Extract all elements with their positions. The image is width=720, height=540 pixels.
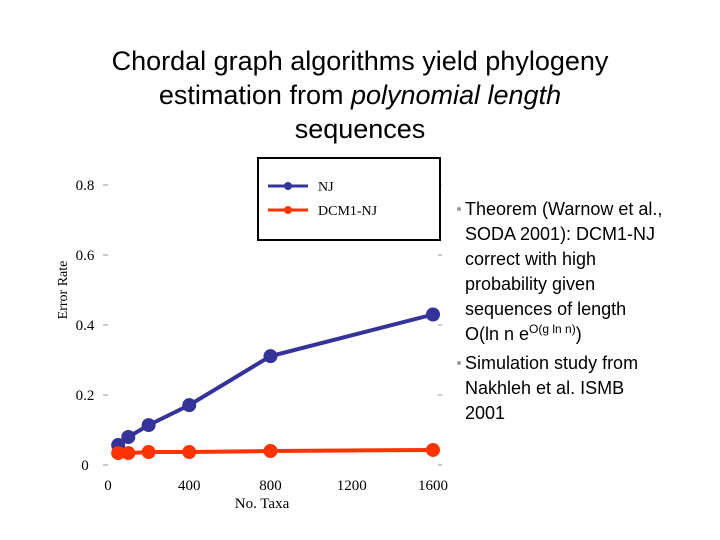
x-tick-label: 400: [178, 478, 201, 494]
x-tick-label: 1600: [418, 478, 448, 494]
bullet-text: Theorem (Warnow et al.,: [465, 199, 662, 219]
legend-label: NJ: [318, 180, 334, 195]
bullet-text: 2001: [465, 403, 505, 423]
title-part: estimation from: [159, 80, 351, 110]
bullet-text: sequences of length: [465, 299, 626, 319]
point: [121, 430, 136, 444]
series-line: [116, 312, 434, 447]
y-axis-label: Error Rate: [56, 261, 71, 320]
y-tick-label: 0.8: [76, 178, 95, 194]
point: [141, 445, 156, 460]
title-italic: polynomial length: [350, 80, 561, 110]
x-axis-label: No. Taxa: [235, 496, 290, 512]
legend-marker: [284, 206, 292, 214]
bullet-text: Simulation study from: [465, 353, 638, 373]
y-tick-label: 0.2: [76, 388, 95, 404]
y-tick-label: 0.6: [76, 248, 95, 264]
formula-base: O(ln n e: [465, 324, 529, 344]
point: [263, 444, 278, 458]
legend-box: [257, 157, 441, 241]
bullet-text: SODA 2001): DCM1-NJ: [465, 224, 655, 244]
y-tick-label: 0: [81, 458, 89, 474]
point: [141, 418, 156, 433]
point: [182, 398, 197, 413]
title-line: sequences: [295, 114, 426, 144]
point: [426, 442, 440, 457]
plot: 0 0.2 0.4 0.6 0.8 0 400 800 1200 1600 No. Taxa Erro…: [56, 157, 448, 512]
bullet-dot: [457, 207, 461, 211]
point: [121, 446, 136, 461]
point: [263, 349, 278, 364]
formula-close: ): [576, 324, 582, 344]
x-tick-label: 800: [259, 478, 282, 494]
point: [111, 446, 126, 461]
bullet-text: Nakhleh et al. ISMB: [465, 378, 624, 398]
y-tick-label: 0.4: [76, 318, 95, 334]
point: [426, 307, 440, 322]
bullet-dot: [457, 361, 461, 365]
point: [182, 445, 197, 460]
bullets: Theorem (Warnow et al., SODA 2001): DCM1-…: [457, 199, 662, 423]
title-line: estimation from polynomial length: [159, 80, 561, 110]
bullet-text: correct with high: [465, 249, 596, 269]
legend-marker: [284, 182, 292, 190]
formula-sup: O(g ln n): [529, 322, 576, 336]
bullet-text: probability given: [465, 274, 595, 294]
x-tick-label: 0: [104, 478, 112, 494]
title-line: Chordal graph algorithms yield phylogeny: [112, 46, 609, 76]
x-tick-label: 1200: [337, 478, 367, 494]
bullet-formula: O(ln n eO(g ln n)): [465, 322, 582, 344]
legend-label: DCM1-NJ: [318, 204, 378, 219]
